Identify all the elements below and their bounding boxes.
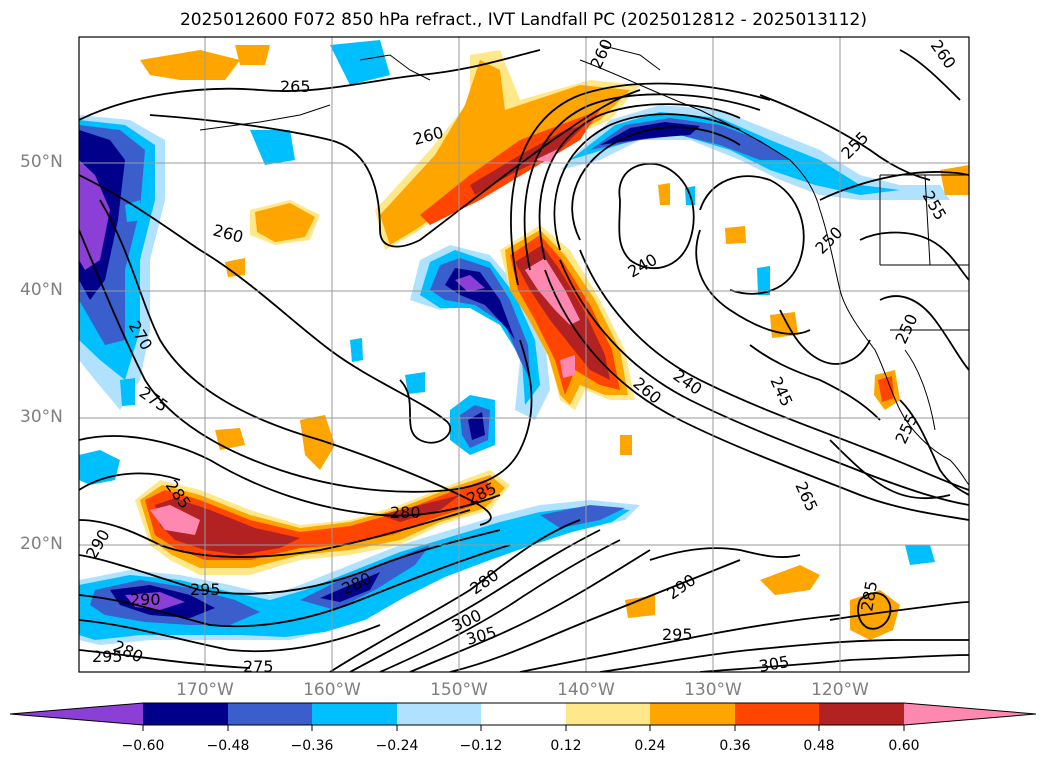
contour-label: 240	[625, 250, 661, 282]
lon-label: 170°W	[176, 680, 234, 700]
contour-label: 260	[629, 374, 665, 408]
lon-label: 140°W	[557, 680, 615, 700]
colorbar-swatch	[481, 703, 566, 725]
misc-spots	[120, 130, 969, 640]
lon-label: 150°W	[430, 680, 488, 700]
lat-label: 20°N	[20, 534, 63, 554]
colorbar-swatch	[735, 703, 819, 725]
colorbar-tick-label: 0.24	[634, 738, 666, 754]
contour-label: 290	[663, 570, 699, 603]
colorbar-tick-label: 0.60	[888, 738, 920, 754]
lat-label: 30°N	[20, 407, 63, 427]
contour-label: 265	[280, 77, 311, 96]
shading-layer	[79, 40, 969, 645]
positive-spot-top	[140, 50, 240, 80]
colorbar-tick-label: 0.12	[550, 738, 582, 754]
lat-label: 40°N	[20, 280, 63, 300]
colorbar-swatch	[397, 703, 481, 725]
contour-label: 255	[891, 411, 921, 447]
colorbar-min-extend	[10, 703, 143, 725]
colorbar-swatch	[312, 703, 397, 725]
colorbar-swatch	[650, 703, 735, 725]
negative-band-coast	[560, 105, 950, 200]
colorbar	[9, 702, 1037, 731]
colorbar-tick-label: −0.12	[459, 738, 503, 754]
negative-region-west	[79, 115, 165, 410]
contour-label: 295	[662, 625, 693, 644]
graticule	[79, 37, 969, 672]
colorbar-max-extend	[904, 703, 1036, 725]
map-title: 2025012600 F072 850 hPa refract., IVT La…	[179, 10, 867, 30]
contour-label: 280	[390, 503, 421, 522]
contour-label: 290	[130, 590, 161, 609]
contour-label: 260	[586, 36, 616, 72]
contour-label: 295	[92, 647, 123, 666]
contour-label: 265	[791, 479, 821, 515]
colorbar-tick-label: 0.48	[803, 738, 835, 754]
contour-label: 295	[190, 580, 221, 599]
positive-band-north	[375, 50, 640, 250]
colorbar-tick-label: 0.36	[719, 738, 751, 754]
lat-label: 50°N	[20, 152, 63, 172]
colorbar-tick-label: −0.60	[121, 738, 165, 754]
colorbar-swatch	[228, 703, 312, 725]
contour-layer	[79, 49, 969, 672]
contour-label: 260	[927, 36, 960, 72]
lon-label: 130°W	[684, 680, 742, 700]
contour-label: 240	[670, 366, 706, 399]
colorbar-tick-label: −0.36	[290, 738, 334, 754]
contour-label: 250	[811, 223, 846, 258]
colorbar-swatch	[566, 703, 650, 725]
contour-label: 275	[136, 383, 172, 416]
coastlines	[199, 44, 969, 486]
colorbar-swatch	[143, 703, 228, 725]
lon-label: 160°W	[303, 680, 361, 700]
colorbar-tick-label: −0.24	[375, 738, 419, 754]
colorbar-swatch	[819, 703, 904, 725]
colorbar-tick-label: −0.48	[206, 738, 250, 754]
contour-label: 260	[211, 221, 245, 247]
map-frame	[78, 36, 970, 673]
lon-label: 120°W	[811, 680, 869, 700]
contour-label: 275	[243, 657, 274, 676]
contour-label: 245	[766, 374, 796, 410]
contour-label: 250	[891, 311, 921, 347]
